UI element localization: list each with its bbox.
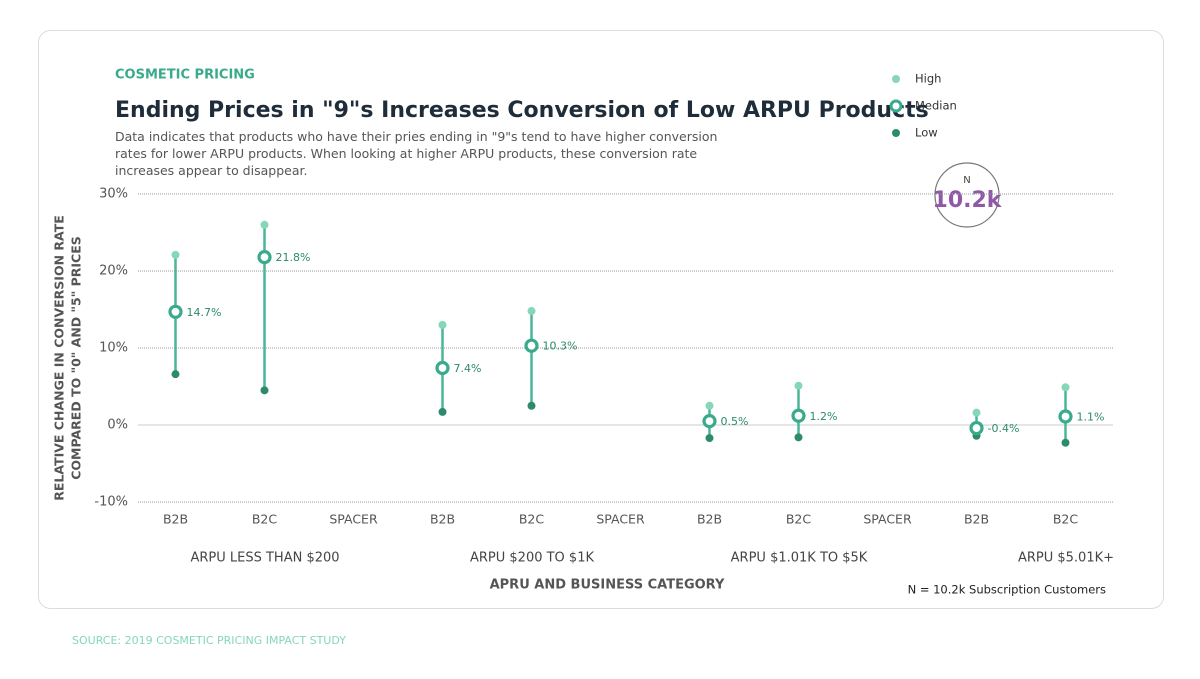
- legend-label: Low: [915, 126, 938, 140]
- high-dot: [527, 307, 536, 316]
- high-dot: [1061, 383, 1070, 392]
- x-tick-label: SPACER: [596, 512, 645, 527]
- group-label: ARPU $1.01K TO $5K: [731, 551, 868, 566]
- legend-swatch: [889, 99, 903, 113]
- badge: [934, 162, 1000, 228]
- x-tick-label: B2C: [1053, 512, 1079, 527]
- chart-title: Ending Prices in "9"s Increases Conversi…: [115, 98, 929, 123]
- high-dot: [705, 401, 714, 410]
- median-dot: [702, 414, 717, 429]
- high-dot: [438, 320, 447, 329]
- y-tick-label: -10%: [94, 495, 128, 510]
- subtitle-box: Data indicates that products who have th…: [115, 129, 718, 178]
- value-label: 7.4%: [454, 362, 482, 375]
- value-label: 1.1%: [1077, 411, 1105, 424]
- value-label: 21.8%: [276, 251, 311, 264]
- median-dot: [168, 304, 183, 319]
- median-dot: [1058, 409, 1073, 424]
- x-axis-label: APRU AND BUSINESS CATEGORY: [490, 578, 725, 593]
- x-tick-label: B2C: [786, 512, 812, 527]
- low-dot: [438, 407, 447, 416]
- median-dot: [524, 338, 539, 353]
- high-dot: [171, 250, 180, 259]
- x-tick-label: SPACER: [329, 512, 378, 527]
- x-tick-label: B2B: [964, 512, 989, 527]
- note: N = 10.2k Subscription Customers: [908, 583, 1106, 597]
- value-label: 1.2%: [810, 410, 838, 423]
- group-label: ARPU $5.01K+: [1018, 551, 1114, 566]
- legend-swatch: [892, 75, 900, 83]
- x-tick-label: B2C: [519, 512, 545, 527]
- median-dot: [969, 420, 984, 436]
- value-label: 0.5%: [721, 415, 749, 428]
- high-dot: [260, 220, 269, 229]
- y-axis-label: COMPARED TO "0" AND "5" PRICES: [69, 236, 84, 480]
- low-dot: [260, 386, 269, 395]
- y-axis-label: RELATIVE CHANGE IN CONVERSION RATE: [52, 215, 67, 501]
- low-dot: [794, 433, 803, 442]
- kicker: COSMETIC PRICING: [115, 68, 255, 83]
- x-tick-label: B2B: [430, 512, 455, 527]
- subtitle: Data indicates that products who have th…: [115, 129, 718, 178]
- legend-swatch: [892, 129, 900, 137]
- source: SOURCE: 2019 COSMETIC PRICING IMPACT STU…: [72, 634, 346, 647]
- value-label: -0.4%: [988, 422, 1020, 435]
- y-tick-label: 10%: [99, 341, 128, 356]
- badge-label: N: [963, 175, 970, 186]
- x-tick-label: B2B: [163, 512, 188, 527]
- median-dot: [435, 360, 450, 376]
- card: [38, 30, 1164, 609]
- y-tick-label: 30%: [99, 187, 128, 202]
- badge-value: 10.2k: [933, 188, 1003, 213]
- legend-label: High: [915, 72, 941, 86]
- low-dot: [171, 370, 180, 379]
- value-label: 10.3%: [543, 340, 578, 353]
- x-tick-label: B2C: [252, 512, 278, 527]
- x-tick-label: SPACER: [863, 512, 912, 527]
- median-dot: [791, 408, 806, 423]
- group-label: ARPU LESS THAN $200: [190, 551, 339, 566]
- low-dot: [527, 401, 536, 410]
- value-label: 14.7%: [187, 306, 222, 319]
- y-tick-label: 0%: [107, 418, 128, 433]
- legend-label: Median: [915, 99, 957, 113]
- low-dot: [705, 434, 714, 443]
- x-tick-label: B2B: [697, 512, 722, 527]
- median-dot: [257, 250, 272, 265]
- y-tick-label: 20%: [99, 264, 128, 279]
- group-label: ARPU $200 TO $1K: [470, 551, 594, 566]
- high-dot: [972, 408, 981, 417]
- low-dot: [1061, 438, 1070, 447]
- high-dot: [794, 381, 803, 390]
